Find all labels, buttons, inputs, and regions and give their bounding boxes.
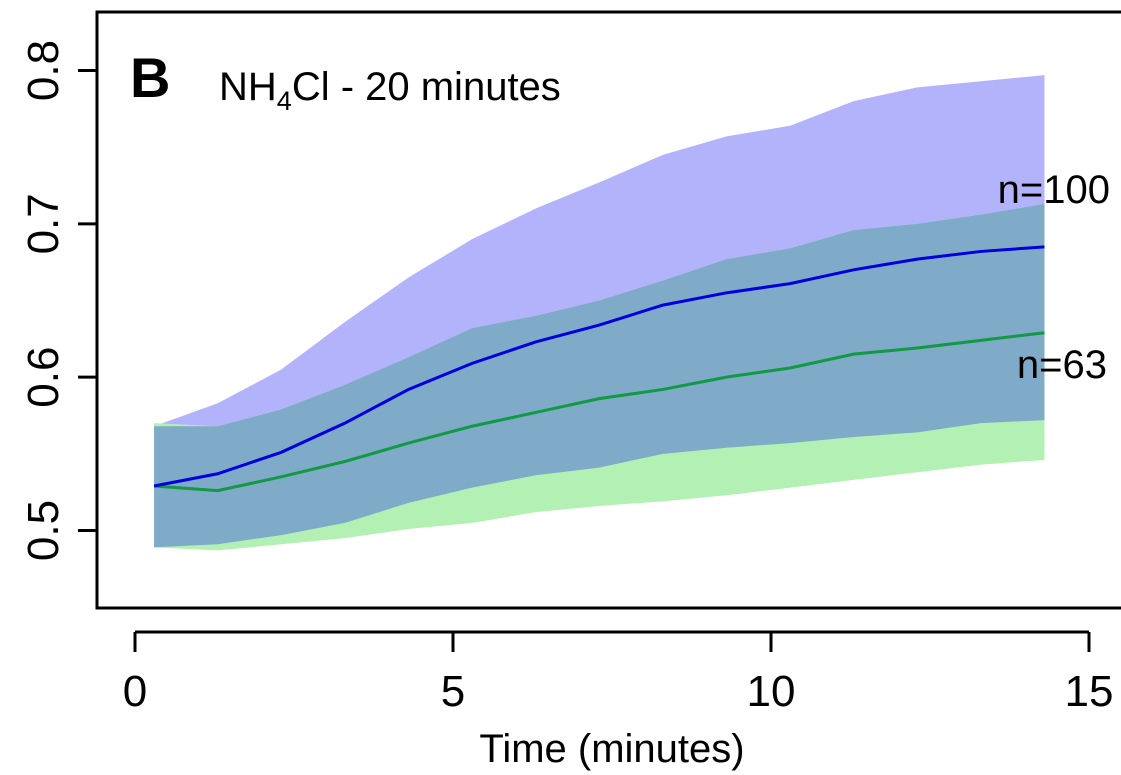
y-tick-label: 0.6	[19, 347, 68, 408]
x-tick-label: 5	[441, 667, 465, 716]
x-tick-label: 15	[1065, 667, 1114, 716]
y-axis: 0.5 0.6 0.7 0.8	[19, 40, 97, 561]
x-tick-label: 0	[123, 667, 147, 716]
x-tick-label: 10	[747, 667, 796, 716]
panel-title-subscript: 4	[277, 86, 292, 116]
series-label-n63: n=63	[1017, 343, 1107, 387]
panel-title: NH4Cl - 20 minutes	[219, 65, 561, 116]
band-overlap	[154, 203, 1045, 548]
y-tick-label: 0.8	[19, 40, 68, 101]
series-line-n63	[153, 331, 1045, 493]
series-label-n100: n=100	[998, 168, 1110, 212]
panel-label: B	[130, 46, 170, 109]
plot-area	[153, 75, 1045, 551]
y-tick-label: 0.7	[19, 193, 68, 254]
plot-frame	[95, 10, 1121, 610]
x-axis: 0 5 10 15	[123, 630, 1114, 716]
panel-title-rest: Cl - 20 minutes	[292, 65, 561, 109]
y-tick-label: 0.5	[19, 500, 68, 561]
panel-title-main: NH	[219, 65, 277, 109]
x-axis-label: Time (minutes)	[479, 727, 744, 771]
series-line-n100	[153, 245, 1045, 488]
